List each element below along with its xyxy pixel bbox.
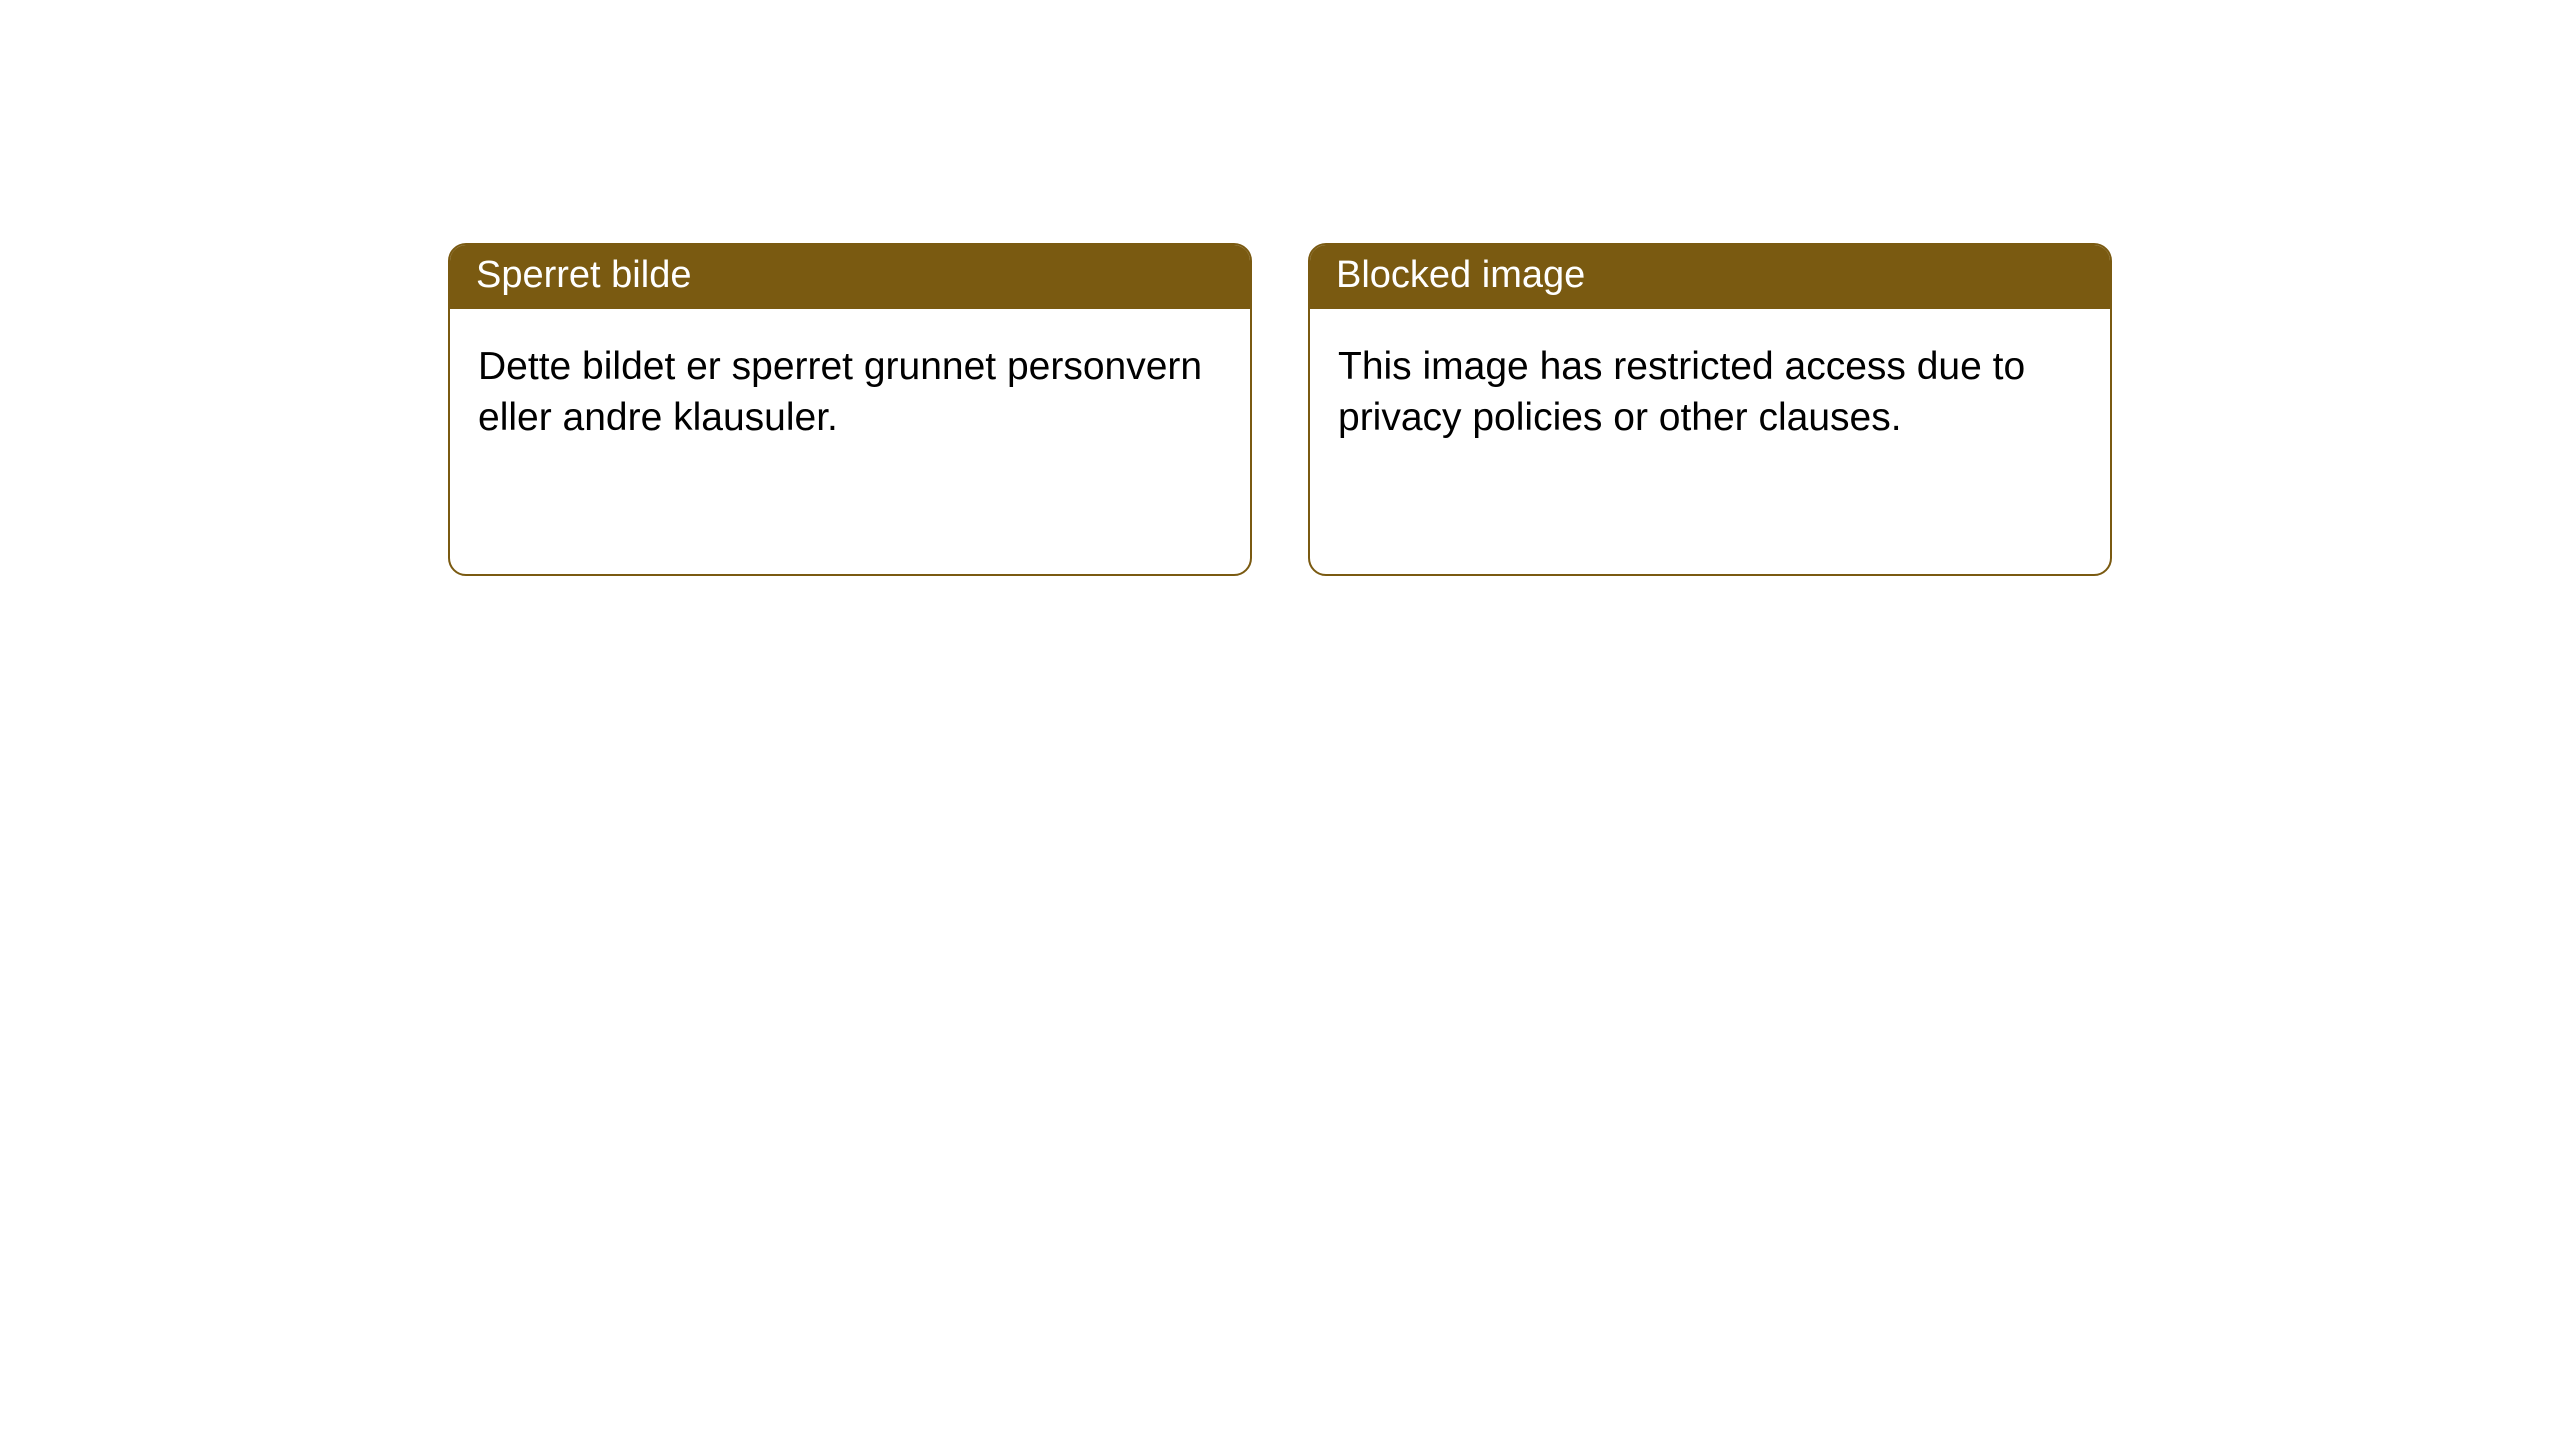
notice-card-norwegian: Sperret bilde Dette bildet er sperret gr… [448,243,1252,576]
notice-title-english: Blocked image [1310,245,2110,309]
notice-body-english: This image has restricted access due to … [1310,309,2110,476]
notice-body-norwegian: Dette bildet er sperret grunnet personve… [450,309,1250,476]
notice-title-norwegian: Sperret bilde [450,245,1250,309]
notice-card-english: Blocked image This image has restricted … [1308,243,2112,576]
notice-container: Sperret bilde Dette bildet er sperret gr… [0,0,2560,576]
